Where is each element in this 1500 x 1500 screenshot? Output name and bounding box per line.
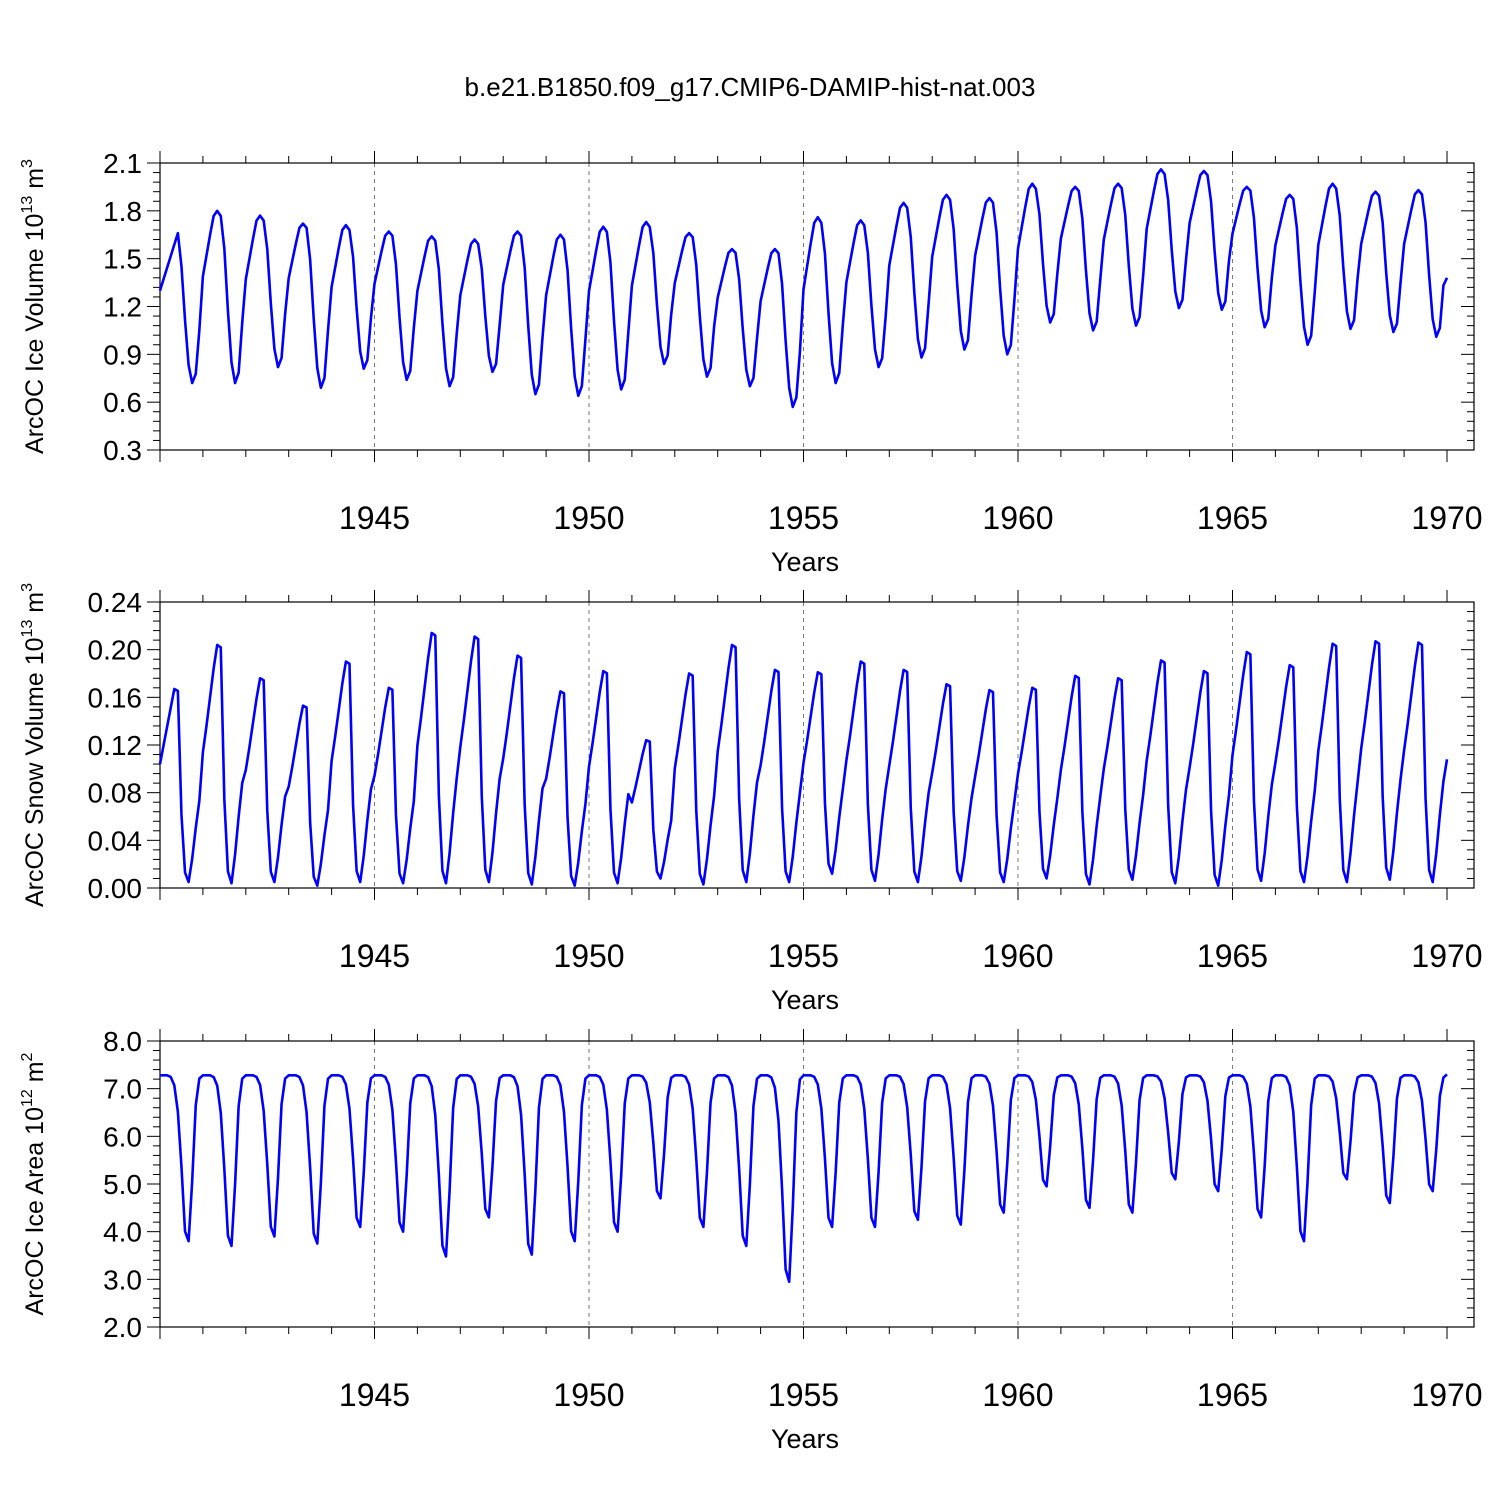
x-tick-label: 1970 — [1411, 1377, 1482, 1413]
y-tick-label: 0.16 — [88, 682, 143, 713]
x-tick-label: 1945 — [339, 1377, 410, 1413]
x-tick-label: 1950 — [553, 1377, 624, 1413]
y-tick-label: 0.20 — [88, 635, 143, 666]
y-axis-label-text: ArcOC Ice Volume 10 — [21, 214, 49, 454]
y-tick-label: 1.8 — [103, 196, 142, 227]
y-tick-label: 0.24 — [88, 587, 143, 618]
y-tick-label: 2.1 — [103, 148, 142, 179]
x-tick-label: 1950 — [553, 500, 624, 536]
series-line-ice-volume — [158, 168, 1449, 409]
x-tick-label: 1965 — [1197, 938, 1268, 974]
y-tick-label: 3.0 — [103, 1264, 142, 1295]
x-tick-label: 1945 — [339, 938, 410, 974]
y-axis-label-exponent: 13 — [19, 196, 36, 214]
y-tick-label: 0.9 — [103, 339, 142, 370]
y-axis-label-text: ArcOC Ice Area 10 — [21, 1107, 49, 1315]
y-axis-label-unit-exponent: 3 — [19, 583, 36, 592]
y-tick-label: 0.00 — [88, 873, 143, 904]
y-axis-label-unit-exponent: 3 — [19, 159, 36, 168]
x-tick-label: 1950 — [553, 938, 624, 974]
y-tick-label: 5.0 — [103, 1169, 142, 1200]
y-tick-label: 6.0 — [103, 1121, 142, 1152]
y-tick-label: 7.0 — [103, 1074, 142, 1105]
x-tick-label: 1965 — [1197, 500, 1268, 536]
y-tick-label: 0.3 — [103, 435, 142, 466]
y-axis-label-unit: m — [21, 168, 49, 196]
y-axis-label-text: ArcOC Snow Volume 10 — [21, 637, 49, 907]
y-axis-label-unit-exponent: 2 — [19, 1052, 36, 1061]
x-tick-label: 1945 — [339, 500, 410, 536]
y-tick-label: 1.5 — [103, 244, 142, 275]
y-tick-label: 2.0 — [103, 1312, 142, 1343]
x-tick-label: 1955 — [768, 1377, 839, 1413]
x-axis-label: Years — [771, 1424, 839, 1454]
y-tick-label: 0.12 — [88, 730, 143, 761]
x-tick-label: 1960 — [982, 1377, 1053, 1413]
series-line-snow-volume — [158, 631, 1449, 887]
y-tick-label: 4.0 — [103, 1217, 142, 1248]
y-axis-label: ArcOC Ice Volume 1013 m3 — [19, 159, 49, 454]
x-tick-label: 1970 — [1411, 938, 1482, 974]
y-axis-label: ArcOC Ice Area 1012 m2 — [19, 1052, 49, 1315]
y-tick-label: 0.04 — [88, 825, 143, 856]
x-tick-label: 1970 — [1411, 500, 1482, 536]
panel-ice-volume: 0.3 0.6 0.9 1.2 1.5 1.8 2.1 1945 1950 1955 1960 196… — [19, 148, 1483, 577]
panel-ice-area: 2.0 3.0 4.0 5.0 6.0 7.0 8.0 1945 1950 1955 1960 196… — [19, 1026, 1483, 1454]
x-axis-label: Years — [771, 547, 839, 577]
x-tick-label: 1955 — [768, 938, 839, 974]
y-tick-label: 0.08 — [88, 778, 143, 809]
x-tick-label: 1965 — [1197, 1377, 1268, 1413]
y-axis-label: ArcOC Snow Volume 1013 m3 — [19, 583, 49, 907]
x-axis-label: Years — [771, 985, 839, 1015]
series-line-ice-area — [160, 1073, 1448, 1284]
x-tick-label: 1955 — [768, 500, 839, 536]
x-tick-label: 1960 — [982, 938, 1053, 974]
panel-snow-volume: 0.00 0.04 0.08 0.12 0.16 0.20 0.24 1945 1950 1955… — [19, 583, 1483, 1015]
y-axis-label-exponent: 13 — [19, 620, 36, 638]
figure-title: b.e21.B1850.f09_g17.CMIP6-DAMIP-hist-nat… — [465, 72, 1036, 102]
y-axis-label-exponent: 12 — [19, 1089, 36, 1107]
y-tick-label: 8.0 — [103, 1026, 142, 1057]
y-axis-label-unit: m — [21, 1061, 49, 1089]
y-tick-label: 0.6 — [103, 387, 142, 418]
x-tick-label: 1960 — [982, 500, 1053, 536]
y-axis-label-unit: m — [21, 592, 49, 620]
y-tick-label: 1.2 — [103, 292, 142, 323]
